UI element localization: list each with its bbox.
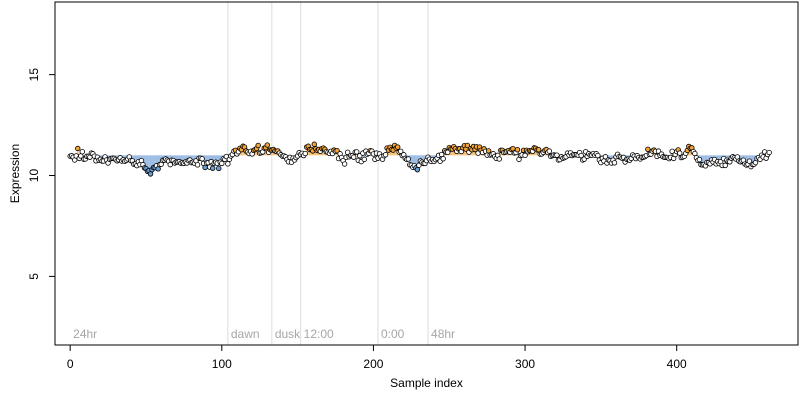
y-axis: 5 10 15 (27, 68, 56, 280)
data-point (405, 156, 412, 162)
data-point (351, 154, 357, 160)
data-point (414, 166, 421, 173)
y-tick-label: 10 (27, 169, 41, 183)
data-point (611, 160, 618, 166)
data-point (766, 149, 772, 156)
x-tick-label: 0 (67, 357, 74, 371)
region-marker-label: 48hr (431, 327, 455, 341)
region-marker-label: 0:00 (381, 327, 405, 341)
region-marker-label: 24hr (73, 327, 97, 341)
data-point (311, 141, 317, 147)
data-point (219, 160, 225, 167)
region-marker-label: dawn (231, 327, 260, 341)
data-point (225, 161, 231, 167)
data-point (522, 152, 528, 159)
x-tick-label: 400 (667, 357, 687, 371)
y-axis-label: Expression (8, 144, 22, 203)
x-tick-label: 300 (515, 357, 535, 371)
y-tick-label: 5 (27, 273, 41, 280)
data-point (536, 146, 542, 153)
data-point (602, 154, 609, 160)
data-point (167, 161, 173, 168)
region-marker-labels: 24hr dawn dusk 12:00 0:00 48hr (73, 327, 455, 341)
data-point (209, 165, 216, 171)
data-points-layer (67, 141, 772, 177)
data-point (255, 142, 261, 149)
data-point (722, 162, 728, 169)
region-marker-lines (227, 2, 429, 345)
data-point (75, 145, 81, 152)
data-point (554, 152, 560, 158)
data-point (496, 156, 502, 162)
data-point (514, 146, 521, 153)
region-marker-label: dusk (275, 327, 301, 341)
x-tick-label: 100 (212, 357, 232, 371)
data-point (445, 149, 451, 156)
data-point (264, 142, 270, 148)
data-point (464, 142, 471, 149)
data-point (546, 148, 553, 154)
x-axis-label: Sample index (390, 376, 463, 390)
data-point (302, 150, 308, 157)
data-point (696, 156, 703, 163)
data-point (382, 152, 389, 158)
data-point (199, 156, 205, 162)
data-point (202, 164, 208, 171)
data-point (341, 161, 348, 167)
x-axis: 0 100 200 300 400 (67, 344, 687, 371)
x-tick-label: 200 (363, 357, 383, 371)
data-point (394, 144, 401, 150)
y-tick-label: 15 (27, 68, 41, 82)
data-point (746, 158, 753, 164)
data-point (595, 152, 601, 159)
data-point (354, 149, 360, 155)
data-point (194, 162, 201, 168)
data-point (361, 156, 368, 163)
data-point (79, 149, 85, 155)
region-marker-label: 12:00 (304, 327, 334, 341)
plot-frame (54, 1, 799, 346)
data-point (440, 156, 446, 162)
data-point (645, 146, 651, 152)
data-point (216, 165, 222, 172)
